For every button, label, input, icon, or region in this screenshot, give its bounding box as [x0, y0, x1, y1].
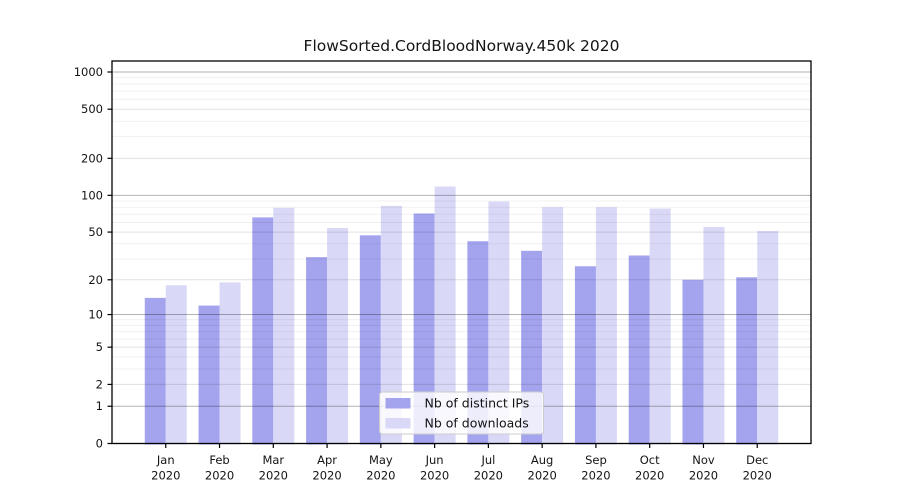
x-tick-year-oct: 2020 — [635, 469, 664, 483]
y-tick-label-1000: 1000 — [74, 65, 103, 79]
bar-distinct-ips-oct — [628, 255, 650, 445]
bar-downloads-dec — [757, 231, 779, 445]
legend-swatch-distinct-ips — [385, 398, 411, 409]
bar-downloads-jun — [434, 186, 456, 445]
legend-label-downloads: Nb of downloads — [425, 416, 529, 431]
x-tick-year-nov: 2020 — [689, 469, 718, 483]
x-tick-year-dec: 2020 — [743, 469, 772, 483]
bar-distinct-ips-jun — [413, 213, 435, 445]
legend-swatch-downloads — [385, 418, 411, 429]
bar-downloads-oct — [649, 208, 671, 445]
bar-distinct-ips-jan — [144, 297, 166, 445]
x-tick-year-jun: 2020 — [420, 469, 449, 483]
bar-downloads-aug — [542, 207, 564, 445]
x-tick-year-sep: 2020 — [581, 469, 610, 483]
x-tick-label-jun: Jun — [425, 453, 444, 467]
bar-downloads-may — [380, 205, 402, 445]
bar-distinct-ips-mar — [252, 217, 274, 445]
bar-distinct-ips-feb — [198, 305, 220, 445]
x-tick-label-jan: Jan — [156, 453, 175, 467]
x-tick-year-apr: 2020 — [312, 469, 341, 483]
y-tick-label-1: 1 — [96, 399, 103, 413]
x-tick-label-oct: Oct — [640, 453, 660, 467]
bar-distinct-ips-may — [359, 235, 381, 445]
bar-downloads-sep — [595, 207, 617, 445]
y-tick-label-50: 50 — [88, 225, 103, 239]
x-tick-year-jul: 2020 — [474, 469, 503, 483]
y-tick-label-2: 2 — [96, 377, 103, 391]
y-tick-label-500: 500 — [81, 102, 103, 116]
x-tick-year-aug: 2020 — [528, 469, 557, 483]
x-tick-label-jul: Jul — [480, 453, 495, 467]
x-tick-label-mar: Mar — [262, 453, 284, 467]
x-tick-label-feb: Feb — [209, 453, 229, 467]
legend-label-distinct-ips: Nb of distinct IPs — [425, 396, 530, 411]
y-tick-label-0: 0 — [96, 437, 103, 451]
y-tick-label-200: 200 — [81, 151, 103, 165]
bar-downloads-nov — [703, 227, 725, 445]
x-tick-label-aug: Aug — [531, 453, 553, 467]
bar-distinct-ips-nov — [682, 279, 704, 445]
bar-downloads-jan — [165, 285, 187, 445]
x-tick-label-may: May — [369, 453, 393, 467]
bar-distinct-ips-sep — [574, 266, 596, 445]
y-tick-label-20: 20 — [88, 273, 103, 287]
x-tick-label-sep: Sep — [585, 453, 607, 467]
chart-title: FlowSorted.CordBloodNorway.450k 2020 — [304, 37, 620, 55]
bar-downloads-apr — [327, 228, 349, 445]
bar-downloads-mar — [273, 207, 295, 445]
x-tick-year-mar: 2020 — [259, 469, 288, 483]
y-tick-label-5: 5 — [96, 340, 103, 354]
y-tick-label-10: 10 — [88, 308, 103, 322]
x-tick-label-dec: Dec — [746, 453, 768, 467]
x-tick-label-nov: Nov — [692, 453, 715, 467]
x-tick-year-feb: 2020 — [205, 469, 234, 483]
bar-downloads-jul — [488, 201, 510, 445]
plot-border — [111, 60, 812, 445]
x-tick-label-apr: Apr — [317, 453, 337, 467]
legend-box — [379, 391, 544, 435]
x-tick-year-may: 2020 — [366, 469, 395, 483]
bar-downloads-feb — [219, 282, 241, 445]
y-tick-label-100: 100 — [81, 188, 103, 202]
x-tick-year-jan: 2020 — [151, 469, 180, 483]
bar-distinct-ips-apr — [306, 257, 328, 445]
bar-distinct-ips-dec — [736, 277, 758, 445]
